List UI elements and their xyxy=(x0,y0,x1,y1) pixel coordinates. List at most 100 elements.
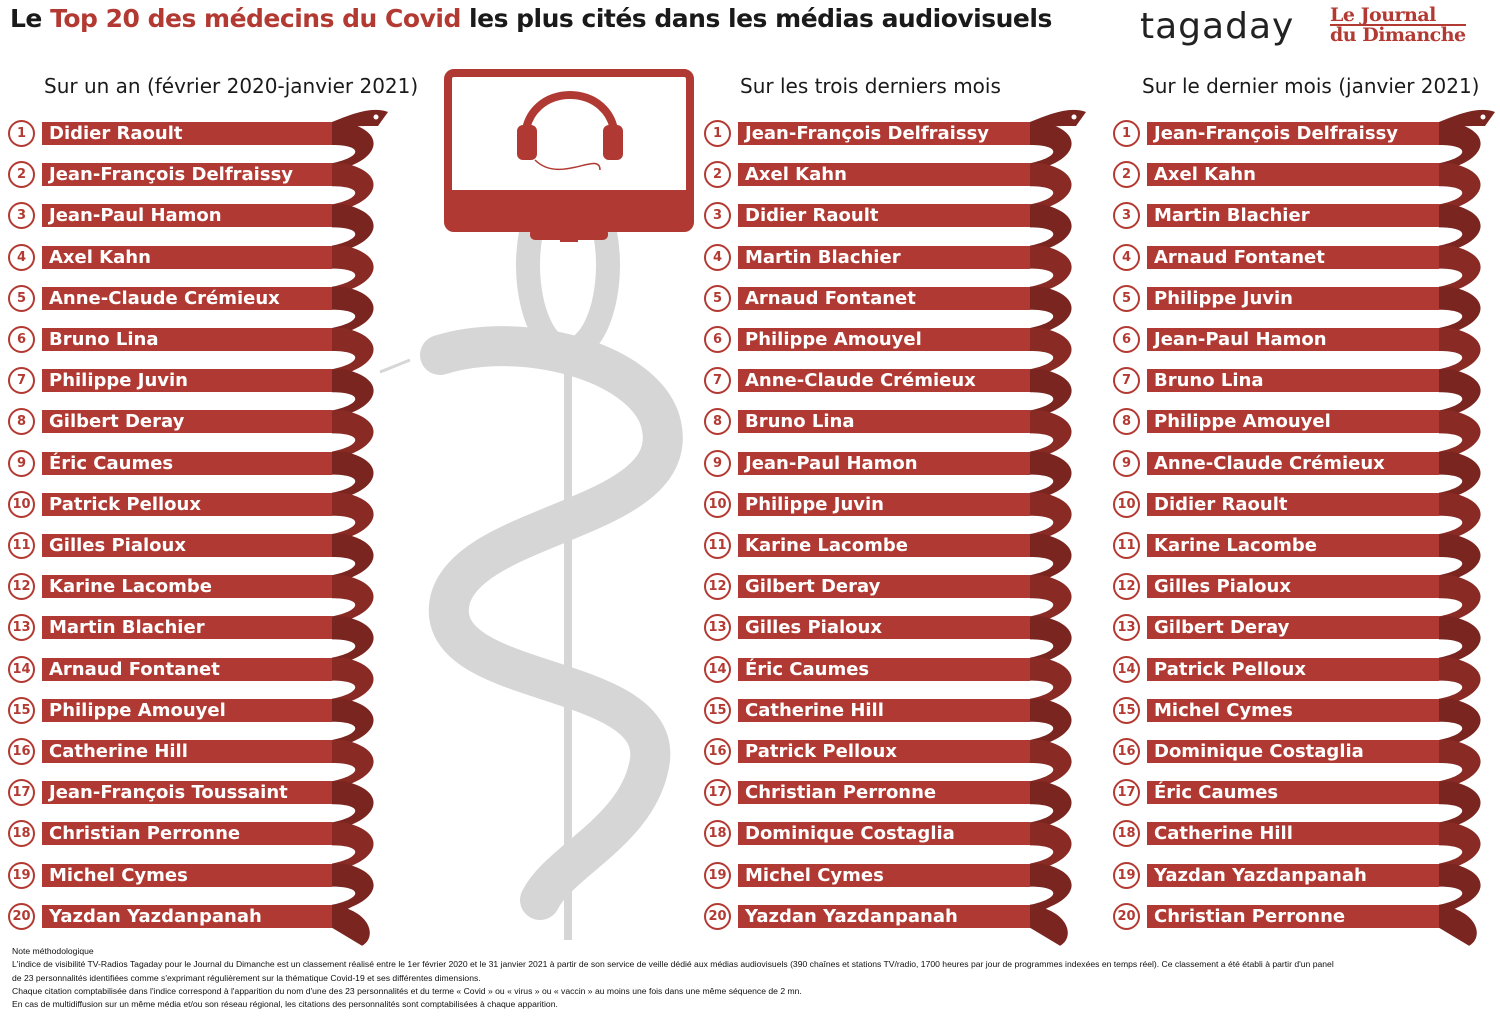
monitor-headphones-icon xyxy=(444,69,694,242)
name-banner: Jean-François Toussaint xyxy=(42,781,332,805)
coil-segment xyxy=(1439,822,1481,876)
rank-badge: 13 xyxy=(1113,614,1140,642)
rank-badge: 6 xyxy=(1113,326,1140,353)
rank-badge: 19 xyxy=(1113,861,1140,889)
coil-segment xyxy=(1439,657,1481,711)
rank-badge: 4 xyxy=(8,243,35,271)
coil-segment xyxy=(1030,122,1072,176)
tagaday-logo: tagaday xyxy=(1140,6,1295,47)
rank-badge: 9 xyxy=(704,449,731,477)
coil-segment xyxy=(1439,163,1481,217)
rank-badge: 20 xyxy=(1113,902,1140,930)
name-banner: Jean-François Delfraissy xyxy=(738,122,1030,145)
coil-segment xyxy=(1439,698,1481,752)
name-banner: Karine Lacombe xyxy=(738,534,1030,557)
name-banner: Gilles Pialoux xyxy=(1147,575,1439,599)
rank-badge: 15 xyxy=(704,696,731,724)
name-banner: Karine Lacombe xyxy=(1147,534,1439,557)
coil-segment xyxy=(1439,286,1481,340)
name-banner: Patrick Pelloux xyxy=(738,740,1030,763)
snake-tail xyxy=(1030,904,1068,946)
rank-badge: 18 xyxy=(8,820,35,848)
name-banner: Catherine Hill xyxy=(738,698,1030,722)
rank-badge: 5 xyxy=(8,284,35,312)
name-banner: Christian Perronne xyxy=(42,822,332,846)
rank-badge: 2 xyxy=(704,161,731,189)
name-banner: Christian Perronne xyxy=(738,781,1030,805)
name-banner: Axel Kahn xyxy=(42,245,332,269)
rank-badge: 19 xyxy=(704,861,731,889)
coil-segment xyxy=(1030,822,1072,876)
coil-segment xyxy=(332,286,374,340)
rank-badge: 7 xyxy=(1113,367,1140,395)
name-banner: Philippe Juvin xyxy=(1147,286,1439,310)
name-banner: Michel Cymes xyxy=(42,863,332,887)
rank-badge: 1 xyxy=(8,120,35,147)
name-banner: Michel Cymes xyxy=(738,863,1030,887)
name-banner: Anne-Claude Crémieux xyxy=(738,369,1030,393)
rank-badge: 3 xyxy=(1113,202,1140,230)
rank-badge: 18 xyxy=(704,820,731,848)
snake-head-icon xyxy=(332,109,388,128)
coil-segment xyxy=(1030,204,1072,258)
coil-segment xyxy=(1030,781,1072,835)
column-title: Sur un an (février 2020-janvier 2021) xyxy=(44,74,419,98)
name-banner: Bruno Lina xyxy=(1147,369,1439,393)
snake-head-icon xyxy=(1439,109,1495,128)
coil-segment xyxy=(1030,698,1072,752)
rank-badge: 7 xyxy=(704,367,731,395)
coil-segment xyxy=(1439,245,1481,299)
name-banner: Catherine Hill xyxy=(42,740,332,763)
rank-badge: 12 xyxy=(8,573,35,601)
rank-badge: 15 xyxy=(1113,696,1140,724)
rank-badge: 1 xyxy=(1113,120,1140,147)
coil-segment xyxy=(332,410,374,464)
coil-segment xyxy=(1439,492,1481,546)
name-banner: Anne-Claude Crémieux xyxy=(1147,451,1439,475)
coil-segment xyxy=(332,451,374,505)
snake-tail xyxy=(332,904,370,946)
rank-badge: 6 xyxy=(704,326,731,353)
name-banner: Arnaud Fontanet xyxy=(738,286,1030,310)
rank-badge: 10 xyxy=(704,490,731,518)
name-banner: Karine Lacombe xyxy=(42,575,332,599)
coil-segment xyxy=(332,575,374,629)
name-banner: Christian Perronne xyxy=(1147,904,1439,928)
coil-segment xyxy=(1439,781,1481,835)
rank-badge: 9 xyxy=(8,449,35,477)
page-title: Le Top 20 des médecins du Covid les plus… xyxy=(10,4,1052,33)
name-banner: Gilles Pialoux xyxy=(42,534,332,557)
name-banner: Bruno Lina xyxy=(42,328,332,351)
rank-badge: 13 xyxy=(8,614,35,642)
name-banner: Didier Raoult xyxy=(1147,492,1439,516)
rank-badge: 18 xyxy=(1113,820,1140,848)
name-banner: Jean-François Delfraissy xyxy=(42,163,332,187)
coil-segment xyxy=(1030,410,1072,464)
name-banner: Axel Kahn xyxy=(738,163,1030,187)
coil-segment xyxy=(1030,492,1072,546)
rank-badge: 16 xyxy=(8,738,35,765)
coil-segment xyxy=(332,492,374,546)
rank-badge: 4 xyxy=(704,243,731,271)
coil-segment xyxy=(332,328,374,382)
rank-badge: 15 xyxy=(8,696,35,724)
coil-segment xyxy=(1030,245,1072,299)
rank-badge: 17 xyxy=(1113,779,1140,807)
coil-segment xyxy=(1439,575,1481,629)
name-banner: Jean-Paul Hamon xyxy=(42,204,332,228)
coil-segment xyxy=(1439,369,1481,423)
rank-badge: 8 xyxy=(8,408,35,436)
coil-segment xyxy=(332,616,374,670)
coil-segment xyxy=(1439,616,1481,670)
coil-segment xyxy=(332,863,374,917)
name-banner: Jean-François Delfraissy xyxy=(1147,122,1439,145)
caduceus-icon xyxy=(379,168,683,940)
rank-badge: 8 xyxy=(1113,408,1140,436)
rank-badge: 17 xyxy=(8,779,35,807)
coil-segment xyxy=(332,657,374,711)
coil-segment xyxy=(332,245,374,299)
name-banner: Yazdan Yazdanpanah xyxy=(738,904,1030,928)
rank-badge: 6 xyxy=(8,326,35,353)
rank-badge: 14 xyxy=(704,655,731,683)
